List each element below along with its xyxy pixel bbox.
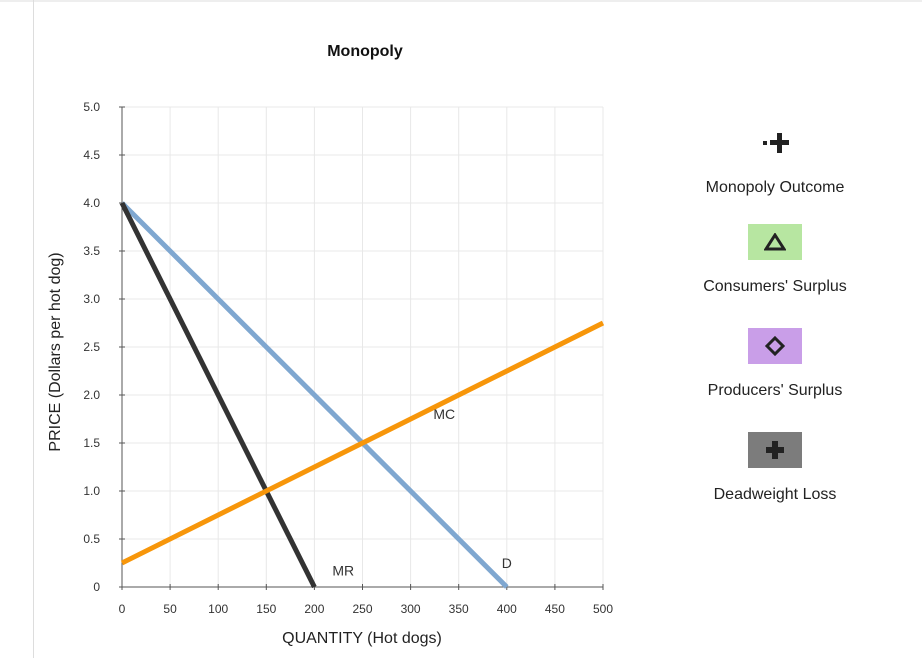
y-tick-label: 0 — [93, 580, 100, 594]
y-tick-label: 5.0 — [83, 100, 100, 114]
curve-mc[interactable] — [120, 320, 605, 566]
y-tick-label: 2.5 — [83, 340, 100, 354]
x-tick-label: 450 — [545, 602, 565, 616]
curve-mr[interactable] — [119, 201, 317, 589]
line-label-mc: MC — [433, 406, 455, 422]
x-tick-label: 100 — [208, 602, 228, 616]
x-tick-label: 0 — [119, 602, 126, 616]
series-lines[interactable] — [119, 201, 605, 589]
line-label-d: D — [502, 555, 512, 571]
x-tick-label: 350 — [449, 602, 469, 616]
y-tick-label: 4.0 — [83, 196, 100, 210]
y-axis-ticks: 0 0.5 1.0 1.5 2.0 2.5 3.0 3.5 4.0 4.5 5.0 — [83, 100, 125, 594]
curve-d[interactable] — [120, 201, 509, 589]
x-axis-label: QUANTITY (Hot dogs) — [282, 630, 442, 647]
y-tick-label: 4.5 — [83, 148, 100, 162]
legend-label: Producers' Surplus — [707, 382, 843, 399]
top-border — [0, 0, 922, 2]
x-axis-ticks: 0 50 100 150 200 250 300 350 400 450 500 — [119, 584, 613, 616]
x-tick-label: 400 — [497, 602, 517, 616]
legend-label: Consumers' Surplus — [703, 278, 847, 295]
legend-item-monopoly-outcome[interactable]: Monopoly Outcome — [680, 125, 870, 197]
y-tick-label: 1.5 — [83, 436, 100, 450]
x-tick-label: 50 — [163, 602, 177, 616]
legend-label: Monopoly Outcome — [705, 179, 845, 196]
line-labels: MC D MR — [332, 406, 511, 578]
deadweight-loss-swatch[interactable] — [748, 432, 802, 468]
plus-dot-icon — [763, 133, 789, 153]
grid — [122, 106, 604, 587]
consumers-surplus-swatch[interactable] — [748, 224, 802, 260]
y-axis-label: PRICE (Dollars per hot dog) — [47, 252, 64, 451]
x-tick-label: 150 — [256, 602, 276, 616]
triangle-icon — [764, 233, 786, 251]
legend-item-deadweight-loss[interactable]: Deadweight Loss — [680, 432, 870, 504]
line-label-mr: MR — [332, 562, 354, 578]
chart-title: Monopoly — [327, 43, 403, 60]
x-tick-label: 500 — [593, 602, 613, 616]
legend-label: Deadweight Loss — [713, 486, 837, 503]
y-tick-label: 0.5 — [83, 532, 100, 546]
y-tick-label: 3.5 — [83, 244, 100, 258]
x-tick-label: 200 — [304, 602, 324, 616]
x-tick-label: 300 — [401, 602, 421, 616]
y-tick-label: 2.0 — [83, 388, 100, 402]
legend-item-producers-surplus[interactable]: Producers' Surplus — [680, 328, 870, 400]
diamond-icon — [765, 336, 785, 356]
producers-surplus-swatch[interactable] — [748, 328, 802, 364]
monopoly-outcome-swatch[interactable] — [748, 125, 802, 161]
x-tick-label: 250 — [352, 602, 372, 616]
plus-icon — [766, 441, 784, 459]
legend-item-consumers-surplus[interactable]: Consumers' Surplus — [680, 224, 870, 296]
y-tick-label: 3.0 — [83, 292, 100, 306]
left-border — [33, 0, 34, 658]
y-tick-label: 1.0 — [83, 484, 100, 498]
